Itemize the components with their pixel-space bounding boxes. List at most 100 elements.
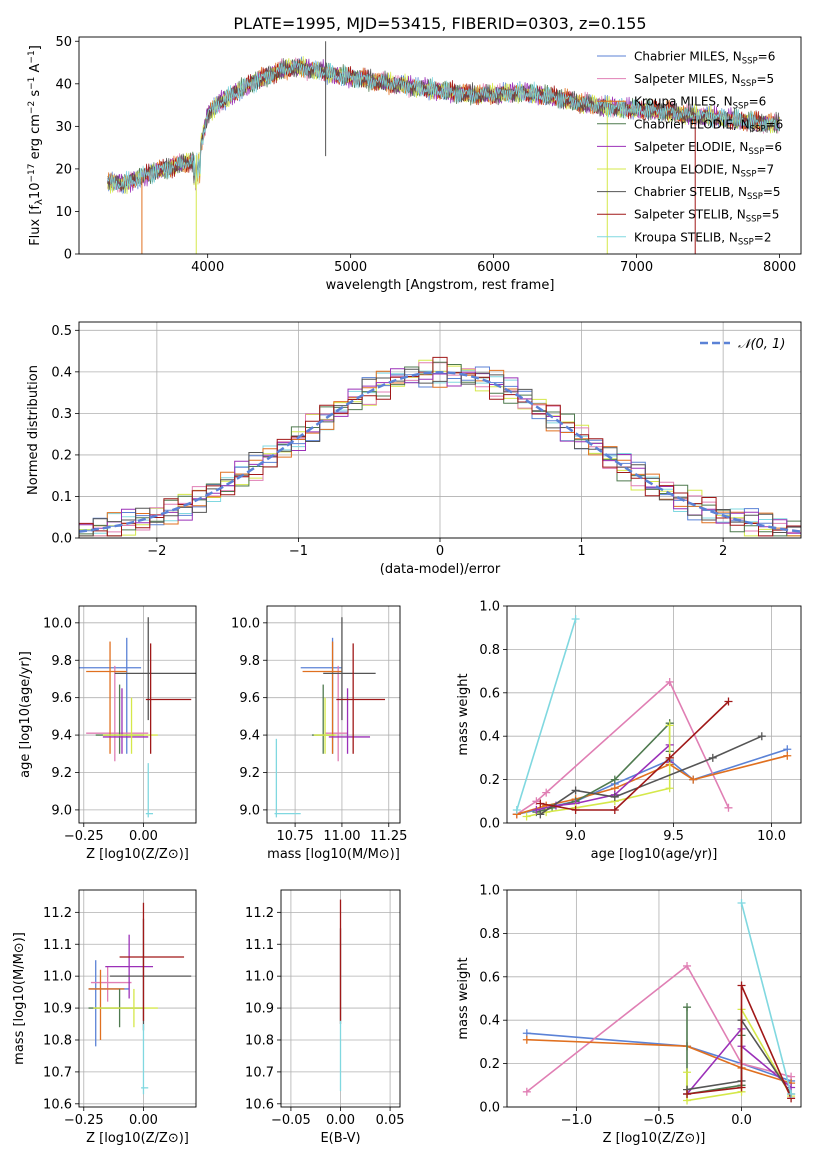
x-tick-label: 10.0 [757, 829, 786, 844]
y-tick-label: 0.1 [51, 490, 72, 505]
y-tick-label: 9.0 [51, 803, 72, 818]
y-tick-label: 10.7 [245, 1065, 274, 1080]
x-tick-label: −0.5 [643, 1113, 675, 1128]
weight-marker [536, 810, 545, 819]
weight-line [526, 1038, 792, 1084]
y-axis-label: mass weight [456, 957, 471, 1039]
x-tick-label: 1 [577, 544, 585, 559]
axes-mass_vs_Z: −0.25 0.00 10.6 10.7 10.8 10.9 11.0 11.1 11.2 Z [… [12, 889, 197, 1146]
x-tick-label: 4000 [191, 260, 224, 275]
weight-line [526, 1032, 792, 1082]
y-tick-label: 0.6 [479, 970, 500, 985]
weight-marker [689, 775, 698, 784]
x-tick-label: 0.00 [326, 1113, 355, 1128]
weight-line [516, 618, 577, 811]
weight-marker [683, 961, 692, 970]
y-tick-label: 40 [55, 77, 72, 92]
x-tick-label: 9.5 [663, 829, 684, 844]
y-tick-label: 0.6 [479, 686, 500, 701]
weight-marker [708, 753, 717, 762]
axes-mass_vs_EBV: −0.05 0.00 0.05 10.6 10.7 10.8 10.9 11.0 11.1 11.… [245, 889, 405, 1146]
weight-line [740, 902, 792, 1095]
weight-marker [610, 805, 619, 814]
y-tick-label: 9.2 [239, 766, 260, 781]
weight-line [686, 985, 792, 1099]
weight-marker [757, 732, 766, 741]
weight-marker [542, 788, 551, 797]
axes-age_vs_mass: 10.75 11.00 11.25 9.0 9.2 9.4 9.6 9.8 10.0 mass [… [231, 605, 407, 862]
y-tick-label: 9.4 [51, 729, 72, 744]
x-tick-label: 5000 [334, 260, 367, 275]
x-tick-label: −2 [147, 544, 166, 559]
y-tick-label: 20 [55, 162, 72, 177]
weight-marker [532, 805, 541, 814]
histogram-series [79, 356, 801, 538]
x-tick-label: 8000 [763, 260, 796, 275]
x-tick-label: −0.25 [64, 829, 104, 844]
weight-marker [783, 751, 792, 760]
weight-marker [571, 805, 580, 814]
x-axis-label: age [log10(age/yr)] [591, 847, 718, 862]
legend-label: Chabrier ELODIE, NSSP=6 [634, 117, 783, 134]
plot-area-massweight_vs_age [512, 615, 792, 821]
axes-frame [78, 889, 197, 1108]
normal-reference-curve [79, 371, 801, 533]
x-tick-label: 9.0 [565, 829, 586, 844]
axes-frame [506, 889, 802, 1108]
weight-marker [522, 1087, 531, 1096]
weight-marker [522, 1035, 531, 1044]
axes-frame [78, 321, 802, 539]
weight-marker [737, 981, 746, 990]
weight-marker [683, 1089, 692, 1098]
weight-marker [737, 1083, 746, 1092]
axes-massweight_vs_age: 9.0 9.5 10.0 0.0 0.2 0.4 0.6 0.8 1.0 age [log10(a… [456, 600, 802, 862]
y-tick-label: 0.2 [479, 773, 500, 788]
axes-age_vs_Z: −0.25 0.00 9.0 9.2 9.4 9.6 9.8 10.0 Z [log10(Z/Z… [18, 605, 197, 862]
weight-marker [512, 805, 521, 814]
y-tick-label: 0.4 [479, 730, 500, 745]
y-tick-label: 0.4 [51, 365, 72, 380]
y-tick-label: 0.3 [51, 407, 72, 422]
legend-label: Salpeter MILES, NSSP=5 [634, 72, 774, 89]
y-tick-label: 10.8 [245, 1033, 274, 1048]
x-tick-label: 0 [436, 544, 444, 559]
x-axis-label: Z [log10(Z/Z⊙)] [86, 847, 189, 862]
y-tick-label: 10.6 [43, 1097, 72, 1112]
y-tick-label: 0.0 [51, 532, 72, 547]
plot-area-mass_vs_Z [88, 902, 192, 1095]
y-tick-label: 50 [55, 35, 72, 50]
y-tick-label: 0.0 [479, 1101, 500, 1116]
y-axis-label: age [log10(age/yr)] [18, 651, 33, 778]
x-tick-label: 0.0 [731, 1113, 752, 1128]
x-axis-label: E(B-V) [320, 1131, 360, 1146]
y-tick-label: 1.0 [479, 884, 500, 899]
x-axis-label: Z [log10(Z/Z⊙)] [603, 1131, 706, 1146]
weight-marker [665, 753, 674, 762]
weight-marker [724, 697, 733, 706]
y-axis-label: mass [log10(M/M⊙)] [12, 932, 27, 1065]
x-tick-label: −1.0 [561, 1113, 593, 1128]
x-axis-label: Z [log10(Z/Z⊙)] [86, 1131, 189, 1146]
weight-marker [683, 1068, 692, 1077]
weight-marker [724, 803, 733, 812]
figure-title: PLATE=1995, MJD=53415, FIBERID=0303, z=0… [233, 14, 646, 33]
weight-line [526, 964, 792, 1093]
legend-label: Chabrier MILES, NSSP=6 [634, 50, 775, 67]
y-tick-label: 10.9 [43, 1002, 72, 1017]
y-tick-label: 9.8 [51, 654, 72, 669]
x-axis-label: (data-model)/error [380, 562, 501, 577]
y-tick-label: 11.2 [43, 906, 72, 921]
y-tick-label: 9.8 [239, 654, 260, 669]
x-axis-label: wavelength [Angstrom, rest frame] [326, 278, 555, 293]
x-tick-label: 0.00 [129, 829, 158, 844]
y-tick-label: 0.0 [479, 817, 500, 832]
weight-marker [522, 812, 531, 821]
x-tick-label: 0.05 [376, 1113, 405, 1128]
weight-marker [683, 1003, 692, 1012]
x-tick-label: 11.25 [370, 829, 407, 844]
y-tick-label: 10.6 [245, 1097, 274, 1112]
y-tick-label: 10.0 [231, 616, 260, 631]
y-tick-label: 9.6 [51, 691, 72, 706]
weight-marker [665, 784, 674, 793]
legend-label: Chabrier STELIB, NSSP=5 [634, 185, 781, 202]
